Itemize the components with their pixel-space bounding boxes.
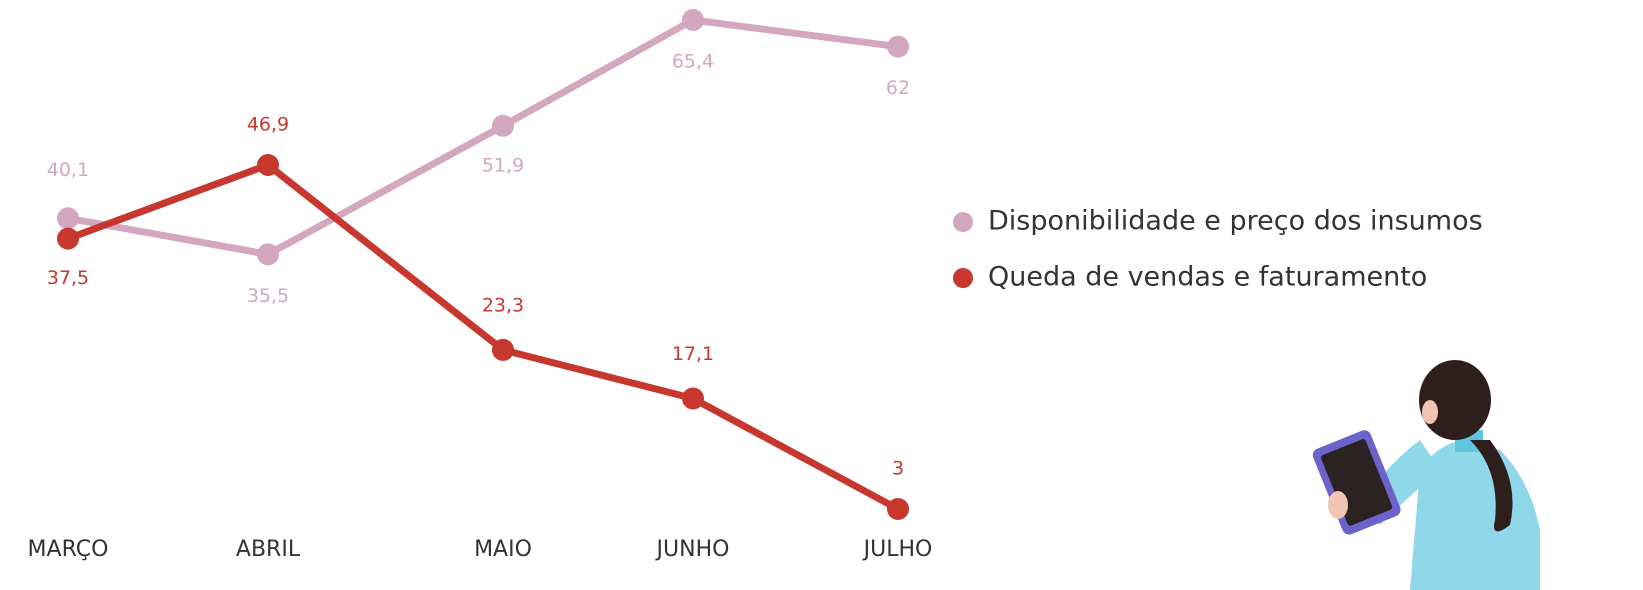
x-tick-label: MAIO xyxy=(474,537,532,562)
value-label: 23,3 xyxy=(482,294,524,316)
value-label: 37,5 xyxy=(47,267,89,289)
value-label: 3 xyxy=(892,458,904,480)
value-label: 17,1 xyxy=(672,343,714,365)
point xyxy=(257,243,279,266)
point xyxy=(887,35,909,58)
x-tick-label: JUNHO xyxy=(655,537,730,562)
x-tick-label: ABRIL xyxy=(236,537,301,562)
illustration xyxy=(1312,360,1540,590)
legend-label: Disponibilidade e preço dos insumos xyxy=(988,206,1483,237)
legend-label: Queda de vendas e faturamento xyxy=(988,262,1427,293)
series-line xyxy=(64,161,902,513)
legend-marker xyxy=(953,212,973,232)
x-tick-label: MARÇO xyxy=(28,537,109,562)
value-label: 40,1 xyxy=(47,159,89,181)
value-label: 46,9 xyxy=(247,113,289,135)
series-line xyxy=(64,16,902,258)
legend-marker xyxy=(953,268,973,288)
point xyxy=(57,207,79,230)
point xyxy=(492,114,514,137)
point xyxy=(257,153,279,176)
value-label: 51,9 xyxy=(482,154,524,176)
point xyxy=(492,338,514,361)
point xyxy=(682,9,704,31)
point xyxy=(682,387,704,410)
point xyxy=(887,498,909,520)
value-label: 65,4 xyxy=(672,51,714,73)
value-label: 62 xyxy=(886,77,910,99)
value-label: 35,5 xyxy=(247,285,289,307)
point xyxy=(57,227,79,250)
x-tick-label: JULHO xyxy=(862,537,933,562)
